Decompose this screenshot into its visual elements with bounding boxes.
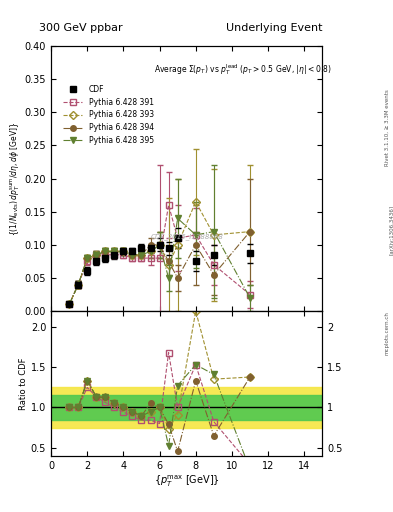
Y-axis label: $\{(1/N_{\rm evts})\, dp_T^{\rm sum}/d\eta, d\phi\ [\rm GeV]\}$: $\{(1/N_{\rm evts})\, dp_T^{\rm sum}/d\e… (8, 121, 22, 236)
Text: Average $\Sigma(p_T)$ vs $p_T^{\rm lead}$ ($p_T > 0.5$ GeV, $|\eta| < 0.8$): Average $\Sigma(p_T)$ vs $p_T^{\rm lead}… (154, 62, 332, 77)
Text: Underlying Event: Underlying Event (226, 23, 322, 33)
Text: mcplots.cern.ch: mcplots.cern.ch (385, 311, 389, 355)
Y-axis label: Ratio to CDF: Ratio to CDF (19, 357, 28, 410)
Bar (51, 388, 322, 428)
Text: Rivet 3.1.10, ≥ 3.3M events: Rivet 3.1.10, ≥ 3.3M events (385, 90, 389, 166)
X-axis label: $\{p_T^{\rm max}$ [GeV]$\}$: $\{p_T^{\rm max}$ [GeV]$\}$ (154, 473, 220, 489)
Legend: CDF, Pythia 6.428 391, Pythia 6.428 393, Pythia 6.428 394, Pythia 6.428 395: CDF, Pythia 6.428 391, Pythia 6.428 393,… (61, 82, 157, 148)
Text: CDF_2015_I1388868: CDF_2015_I1388868 (150, 233, 223, 240)
Bar (51, 395, 322, 419)
Text: [arXiv:1306.3436]: [arXiv:1306.3436] (389, 205, 393, 255)
Text: 300 GeV ppbar: 300 GeV ppbar (39, 23, 123, 33)
